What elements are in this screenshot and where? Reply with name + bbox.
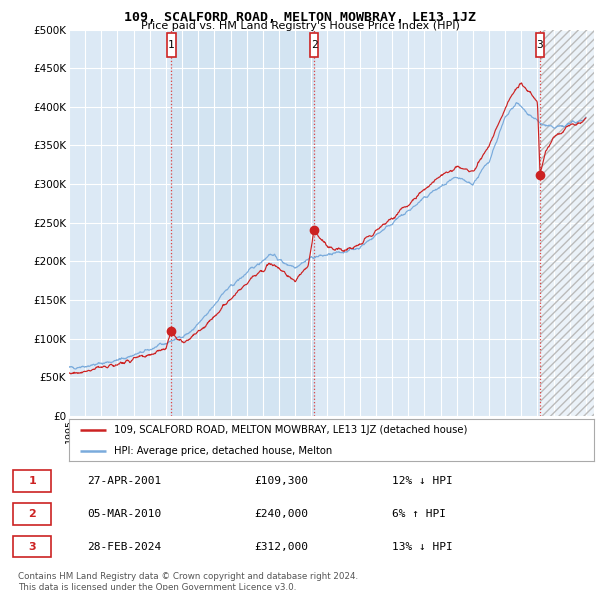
Text: 2: 2 [311,40,317,50]
Bar [540,30,594,416]
FancyBboxPatch shape [13,470,51,492]
Text: 12% ↓ HPI: 12% ↓ HPI [392,476,453,486]
FancyBboxPatch shape [13,536,51,558]
Text: HPI: Average price, detached house, Melton: HPI: Average price, detached house, Melt… [113,446,332,455]
Text: £312,000: £312,000 [254,542,308,552]
Text: 27-APR-2001: 27-APR-2001 [87,476,161,486]
FancyBboxPatch shape [167,34,176,57]
Text: 1: 1 [168,40,175,50]
Text: 109, SCALFORD ROAD, MELTON MOWBRAY, LE13 1JZ (detached house): 109, SCALFORD ROAD, MELTON MOWBRAY, LE13… [113,425,467,434]
FancyBboxPatch shape [536,34,544,57]
Text: 3: 3 [536,40,544,50]
FancyBboxPatch shape [13,503,51,525]
Bar [171,30,314,416]
Text: 109, SCALFORD ROAD, MELTON MOWBRAY, LE13 1JZ: 109, SCALFORD ROAD, MELTON MOWBRAY, LE13… [124,11,476,24]
Text: 6% ↑ HPI: 6% ↑ HPI [392,509,446,519]
Text: 05-MAR-2010: 05-MAR-2010 [87,509,161,519]
Text: 3: 3 [28,542,36,552]
Text: £109,300: £109,300 [254,476,308,486]
Text: 13% ↓ HPI: 13% ↓ HPI [392,542,453,552]
Bar [540,30,594,416]
Text: Contains HM Land Registry data © Crown copyright and database right 2024.
This d: Contains HM Land Registry data © Crown c… [18,572,358,590]
Text: 1: 1 [28,476,36,486]
Text: £240,000: £240,000 [254,509,308,519]
Text: 28-FEB-2024: 28-FEB-2024 [87,542,161,552]
Text: 2: 2 [28,509,36,519]
FancyBboxPatch shape [310,34,319,57]
Text: Price paid vs. HM Land Registry's House Price Index (HPI): Price paid vs. HM Land Registry's House … [140,21,460,31]
